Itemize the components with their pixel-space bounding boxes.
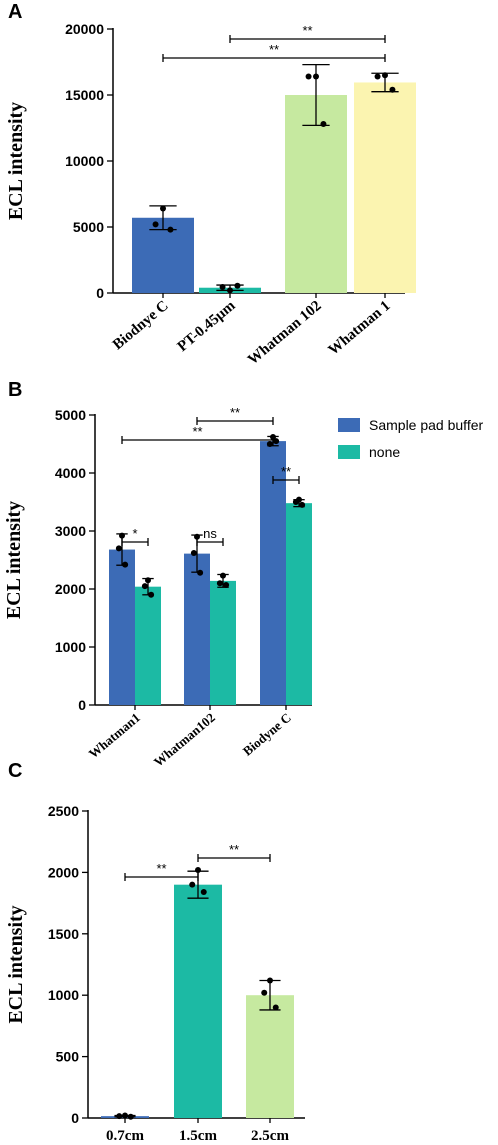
panel-c-2-point (261, 989, 268, 996)
panel-a-ytick-label: 15000 (65, 87, 104, 103)
panel-a-xtick-label: Whatman 1 (325, 298, 393, 359)
panel-b-ylabel: ECL intensity (3, 501, 25, 619)
panel-b-significance-bracket-label: ** (281, 464, 291, 479)
panel-b-sample-pad-buffer-0-point (119, 532, 125, 539)
panel-a-2-point (320, 121, 327, 128)
panel-a-2-point (313, 73, 319, 80)
panel-a-significance-bracket-label: ** (269, 42, 279, 57)
panel-b-ytick-label: 5000 (55, 407, 86, 423)
panel-c-letter: C (8, 760, 22, 782)
panel-a-ytick-label: 5000 (73, 219, 104, 235)
panel-c-xtick-label: 0.7cm (106, 1128, 144, 1144)
panel-b-sample-pad-buffer-0-bar (109, 549, 135, 705)
panel-b-ytick-label: 0 (78, 697, 86, 713)
panel-b-none-1-bar (210, 580, 236, 705)
panel-b-none-0-point (148, 591, 155, 598)
panel-a-2-bar (285, 95, 347, 293)
panel-a-letter: A (8, 1, 22, 23)
panel-a-ytick-label: 10000 (65, 153, 104, 169)
panel-b-xtick-label: Biodyne C (240, 710, 294, 759)
panel-b-none-1-point (220, 572, 226, 579)
panel-b-none-0-point (145, 577, 151, 584)
panel-c-1-point (189, 881, 196, 888)
panel-c-xtick-label: 2.5cm (251, 1128, 289, 1144)
panel-c-ytick-label: 0 (71, 1110, 79, 1126)
panel-c-1-bar (174, 884, 222, 1118)
panel-b-none-1-point (223, 581, 230, 588)
panel-a-xtick-label: Biodnye C (110, 298, 172, 353)
panel-b-sample-pad-buffer-1-point (197, 569, 204, 576)
panel-c-ytick-label: 1000 (48, 987, 79, 1003)
panel-c-0-point (116, 1113, 123, 1120)
panel-b-none-0-point (141, 583, 148, 590)
panel-b-none-2-point (292, 499, 299, 505)
panel-a-3-point (382, 72, 388, 79)
panel-b-sample-pad-buffer-1-bar (184, 553, 210, 705)
panel-b-ytick-label: 2000 (55, 581, 86, 597)
panel-a-0-point (167, 226, 174, 233)
panel-b-xtick-label: Whatman1 (86, 710, 143, 761)
panel-a-0-point (160, 205, 166, 212)
panel-a-3-point (374, 73, 381, 80)
panel-b-sample-pad-buffer-1-point (190, 550, 197, 557)
panel-b-sample-pad-buffer-0-point (122, 561, 129, 568)
panel-c-significance-bracket-label: ** (156, 861, 166, 876)
panel-c-ylabel: ECL intensity (5, 905, 27, 1023)
panel-b-legend-label: none (369, 444, 400, 460)
panel-c-ytick-label: 1500 (48, 926, 79, 942)
panel-b-sample-pad-buffer-2-bar (260, 441, 286, 705)
panel-b-significance-bracket-label: ns (203, 526, 217, 541)
panel-b-significance-bracket-label: ** (192, 424, 202, 439)
panel-b-legend-swatch (338, 418, 360, 432)
panel-b-legend-swatch (338, 445, 360, 459)
panel-c-ytick-label: 500 (56, 1049, 80, 1065)
panel-c-2-point (272, 1004, 279, 1011)
panel-c-xtick-label: 1.5cm (179, 1128, 217, 1144)
panel-c-1-point (195, 866, 201, 873)
panel-a-xtick-label: Whatman 102 (245, 298, 325, 368)
panel-a-2-point (305, 73, 312, 80)
panel-b-none-1-point (216, 580, 223, 587)
panel-b-ytick-label: 3000 (55, 523, 86, 539)
panel-a-significance-bracket-label: ** (302, 23, 312, 38)
panel-a-ylabel: ECL intensity (5, 102, 27, 220)
panel-a-0-point (152, 221, 159, 228)
panel-c-2-point (267, 977, 273, 984)
panel-a-ytick-label: 0 (96, 285, 104, 301)
panel-b-sample-pad-buffer-1-point (194, 533, 200, 540)
panel-c-0-point (122, 1112, 128, 1119)
panel-b-legend-label: Sample pad buffer (369, 417, 483, 433)
panel-c-significance-bracket-label: ** (229, 842, 239, 857)
panel-b-none-0-bar (135, 586, 161, 705)
panel-c-2-bar (246, 995, 294, 1118)
panel-b-sample-pad-buffer-2-point (266, 441, 273, 447)
panel-b-significance-bracket-label: ** (230, 405, 240, 420)
panel-b-ytick-label: 1000 (55, 639, 86, 655)
panel-c-1-point (200, 889, 207, 896)
panel-a-1-point (219, 284, 226, 291)
panel-b-none-2-point (299, 501, 306, 508)
panel-b-xtick-label: Whatman102 (151, 710, 218, 770)
panel-a-0-bar (132, 217, 194, 293)
panel-c-ytick-label: 2500 (48, 803, 79, 819)
panel-b-letter: B (8, 379, 22, 401)
panel-b-none-2-bar (286, 503, 312, 705)
panel-b-sample-pad-buffer-0-point (115, 545, 122, 552)
panel-a-xtick-label: PT-0.45μm (175, 297, 239, 355)
panel-a-1-point (234, 282, 241, 289)
panel-b-ytick-label: 4000 (55, 465, 86, 481)
panel-b-sample-pad-buffer-2-point (273, 438, 280, 445)
panel-b-significance-bracket-label: * (132, 526, 137, 541)
panel-a-ytick-label: 20000 (65, 21, 104, 37)
panel-c-0-point (127, 1113, 134, 1120)
panel-a-3-point (389, 86, 396, 93)
panel-c-ytick-label: 2000 (48, 864, 79, 880)
panel-a-3-bar (354, 82, 416, 294)
panel-a-1-point (227, 287, 233, 294)
